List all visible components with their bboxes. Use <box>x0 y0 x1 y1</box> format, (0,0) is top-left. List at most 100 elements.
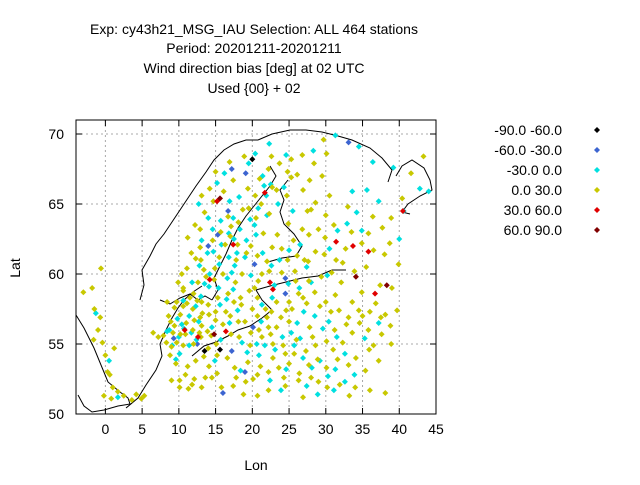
data-point-series-2 <box>261 182 268 189</box>
data-point-series-3 <box>349 299 356 305</box>
data-point-series-3 <box>256 175 263 182</box>
data-point-series-3 <box>204 328 211 335</box>
data-point-series-2 <box>245 160 252 167</box>
data-point-series-3 <box>320 136 327 143</box>
data-point-series-3 <box>286 299 293 305</box>
data-point-series-3 <box>235 219 242 226</box>
data-point-series-3 <box>167 352 174 359</box>
x-tick-label: 5 <box>138 421 146 437</box>
data-point-series-3 <box>225 290 232 297</box>
data-point-series-3 <box>352 384 359 391</box>
data-point-series-3 <box>342 245 349 252</box>
x-tick-label: 30 <box>318 421 334 437</box>
data-point-series-3 <box>277 314 284 321</box>
data-point-series-3 <box>306 177 313 184</box>
data-point-series-3 <box>97 314 104 321</box>
data-point-series-2 <box>349 188 356 195</box>
data-point-series-1 <box>225 208 232 214</box>
data-point-series-3 <box>183 265 190 272</box>
data-point-series-3 <box>102 352 109 359</box>
data-point-series-3 <box>214 294 221 301</box>
data-point-series-1 <box>228 166 235 172</box>
data-point-series-2 <box>286 247 293 254</box>
data-point-series-3 <box>324 384 331 391</box>
data-point-series-4 <box>261 189 268 196</box>
data-point-series-2 <box>214 180 221 186</box>
data-point-series-1 <box>194 341 201 347</box>
data-point-series-3 <box>292 278 299 284</box>
data-point-series-3 <box>212 308 219 315</box>
data-point-series-3 <box>239 206 246 213</box>
data-point-series-2 <box>363 187 370 193</box>
data-point-series-3 <box>282 350 289 357</box>
data-point-series-2 <box>197 293 204 300</box>
data-point-series-3 <box>288 174 295 181</box>
data-point-series-2 <box>291 342 298 349</box>
data-point-series-3 <box>267 331 274 338</box>
data-point-series-3 <box>312 342 319 349</box>
data-point-series-2 <box>355 143 362 150</box>
data-point-series-3 <box>194 297 201 304</box>
chart-title-line-3: Wind direction bias [deg] at 02 UTC <box>144 60 365 76</box>
legend-marker <box>594 207 600 213</box>
data-point-series-3 <box>312 248 319 255</box>
data-point-series-3 <box>349 329 356 336</box>
data-point-series-3 <box>209 237 216 244</box>
data-point-series-3 <box>150 329 157 336</box>
data-point-series-3 <box>254 252 261 259</box>
data-point-series-3 <box>299 226 306 233</box>
legend-marker <box>594 187 600 193</box>
chart-title-line-1: Exp: cy43h21_MSG_IAU Selection: ALL 464 … <box>90 21 418 37</box>
data-point-series-2 <box>252 150 259 157</box>
data-point-series-2 <box>330 387 337 394</box>
data-point-series-3 <box>234 241 241 248</box>
data-point-series-3 <box>114 388 121 395</box>
data-point-series-3 <box>250 376 257 382</box>
data-point-series-2 <box>425 188 432 195</box>
data-point-series-3 <box>265 369 272 375</box>
data-point-series-3 <box>230 177 237 184</box>
data-point-series-3 <box>197 314 204 321</box>
data-point-series-4 <box>266 279 273 286</box>
data-point-series-3 <box>191 317 198 324</box>
data-point-series-3 <box>311 289 318 296</box>
data-point-series-0 <box>249 156 256 163</box>
data-point-series-2 <box>176 350 183 357</box>
data-point-series-3 <box>182 371 189 378</box>
data-point-series-3 <box>328 269 335 276</box>
data-point-series-3 <box>253 215 259 221</box>
x-tick-label: 25 <box>281 421 297 437</box>
data-point-series-3 <box>198 322 205 329</box>
data-point-series-3 <box>304 208 311 214</box>
data-point-series-3 <box>351 268 358 275</box>
data-point-series-2 <box>255 352 262 359</box>
data-point-series-3 <box>241 318 248 325</box>
data-point-series-3 <box>372 300 379 307</box>
data-point-series-3 <box>247 329 254 336</box>
data-point-series-3 <box>225 213 232 220</box>
legend: -90.0 -60.0 -60.0 -30.0 -30.0 0.0 0.0 30.0 3… <box>494 122 600 238</box>
data-point-series-3 <box>244 359 251 366</box>
data-point-series-4 <box>365 248 372 255</box>
data-point-series-2 <box>259 250 266 256</box>
data-point-series-2 <box>351 371 358 378</box>
data-point-series-2 <box>205 215 212 221</box>
data-point-series-2 <box>233 250 240 256</box>
data-point-series-3 <box>293 336 300 343</box>
data-point-series-2 <box>303 383 310 389</box>
data-point-series-5 <box>352 273 359 280</box>
data-point-series-2 <box>325 373 331 380</box>
data-point-series-1 <box>219 390 226 396</box>
data-point-series-5 <box>211 331 218 338</box>
data-point-series-2 <box>234 307 241 314</box>
data-point-series-3 <box>286 318 293 325</box>
data-point-series-3 <box>192 255 199 262</box>
data-point-series-3 <box>233 374 240 381</box>
data-point-series-2 <box>236 226 243 233</box>
data-point-series-3 <box>283 307 290 314</box>
data-point-series-3 <box>185 385 192 392</box>
legend-label: 60.0 90.0 <box>504 222 563 238</box>
data-point-series-3 <box>192 222 199 228</box>
x-tick-label: 45 <box>428 421 444 437</box>
data-point-series-3 <box>321 251 328 258</box>
